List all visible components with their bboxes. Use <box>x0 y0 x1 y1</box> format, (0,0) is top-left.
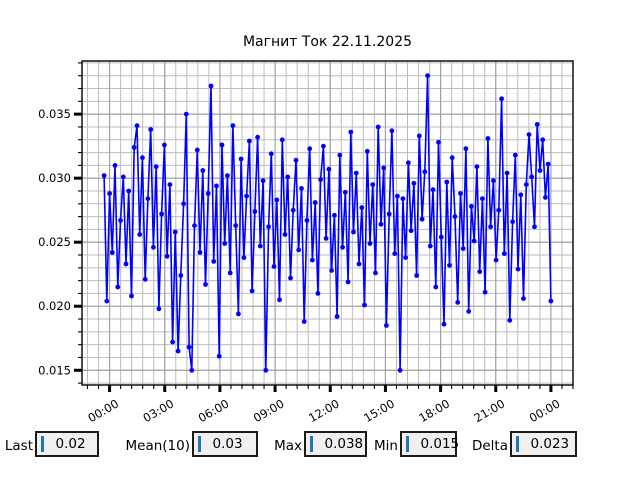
stat-value-max: 0.038 <box>324 436 364 452</box>
stat-label-max: Max <box>274 438 302 454</box>
stat-value-mean10: 0.03 <box>212 436 243 452</box>
stat-input-last[interactable]: 0.02 <box>35 431 99 457</box>
stat-input-min[interactable]: 0.015 <box>400 431 460 457</box>
text-cursor <box>41 436 44 452</box>
x-tick-label: 00:00 <box>527 396 563 425</box>
y-tick-label: 0.020 <box>38 299 71 313</box>
y-tick-label: 0.015 <box>38 363 71 377</box>
x-tick-label: 03:00 <box>141 396 177 425</box>
stat-input-max[interactable]: 0.038 <box>304 431 367 457</box>
stat-value-delta: 0.023 <box>530 436 570 452</box>
text-cursor <box>310 436 313 452</box>
x-tick-label: 09:00 <box>251 396 287 425</box>
data-series <box>101 73 554 373</box>
magnet-current-chart: 0.015 0.020 0.025 0.030 0.035 00:00 03:00 06:00… <box>38 60 574 425</box>
x-tick-label: 15:00 <box>361 396 397 425</box>
stat-value-last: 0.02 <box>55 436 86 452</box>
stat-input-delta[interactable]: 0.023 <box>510 431 577 457</box>
x-tick-label: 21:00 <box>472 396 508 425</box>
text-cursor <box>406 436 409 452</box>
y-tick-label: 0.035 <box>38 107 71 121</box>
y-tick-label: 0.025 <box>38 235 71 249</box>
x-tick-label: 00:00 <box>85 396 121 425</box>
stat-input-mean10[interactable]: 0.03 <box>192 431 258 457</box>
text-cursor <box>198 436 201 452</box>
chart-title: Магнит Ток 22.11.2025 <box>242 34 413 50</box>
y-tick-label: 0.030 <box>38 171 71 185</box>
text-cursor <box>516 436 519 452</box>
stat-label-min: Min <box>374 438 398 454</box>
x-tick-label: 18:00 <box>416 396 452 425</box>
x-tick-label: 12:00 <box>306 396 342 425</box>
x-tick-label: 06:00 <box>196 396 232 425</box>
stat-value-min: 0.015 <box>420 436 460 452</box>
stat-label-last: Last <box>4 438 33 454</box>
stat-label-delta: Delta <box>471 438 508 454</box>
stat-label-mean10: Mean(10) <box>125 438 191 454</box>
